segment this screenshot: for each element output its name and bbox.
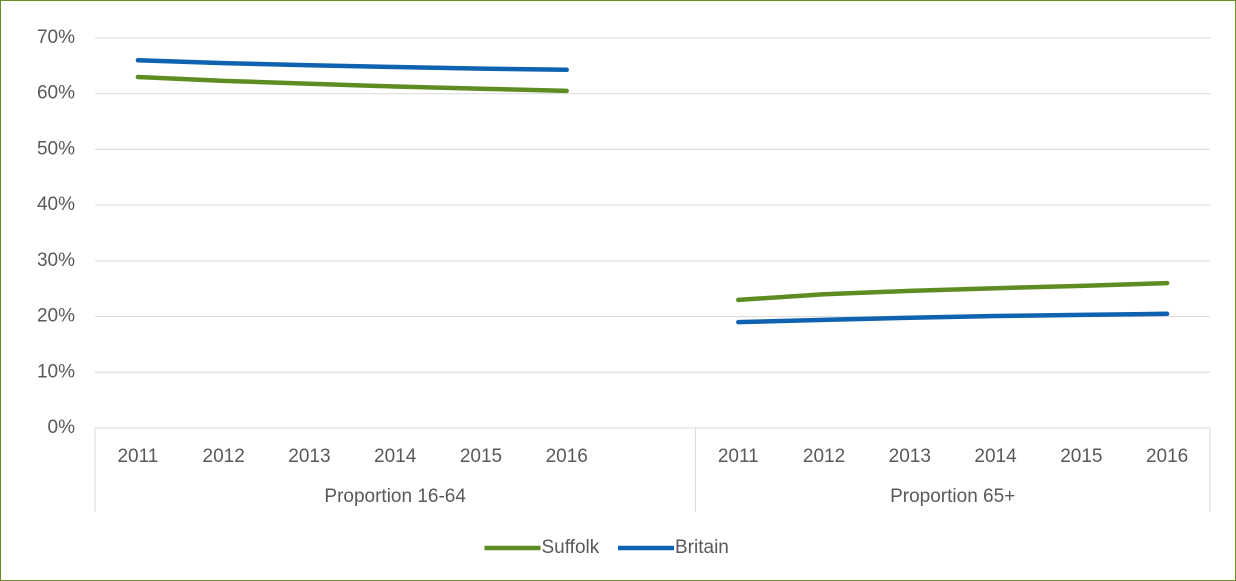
x-tick-label: 2013 bbox=[288, 446, 330, 467]
y-tick-label: 30% bbox=[37, 250, 75, 271]
group-label: Proportion 65+ bbox=[890, 486, 1015, 507]
x-tick-label: 2015 bbox=[460, 446, 502, 467]
y-tick-label: 20% bbox=[37, 306, 75, 327]
x-tick-label: 2014 bbox=[974, 446, 1017, 467]
y-tick-label: 10% bbox=[37, 361, 75, 382]
x-tick-label: 2011 bbox=[117, 446, 158, 467]
x-tick-label: 2012 bbox=[803, 446, 845, 467]
y-tick-label: 60% bbox=[37, 83, 75, 104]
y-tick-label: 0% bbox=[48, 417, 76, 438]
series-line bbox=[135, 58, 1170, 325]
x-tick-label: 2015 bbox=[1060, 446, 1102, 467]
x-tick-label: 2012 bbox=[203, 446, 245, 467]
y-tick-label: 50% bbox=[37, 138, 75, 159]
x-tick-label: 2011 bbox=[718, 446, 759, 467]
y-tick-label: 70% bbox=[37, 27, 75, 48]
group-label: Proportion 16-64 bbox=[324, 486, 466, 507]
x-tick-label: 2013 bbox=[889, 446, 931, 467]
x-tick-label: 2016 bbox=[546, 446, 588, 467]
x-tick-label: 2014 bbox=[374, 446, 417, 467]
legend-label: Britain bbox=[675, 537, 729, 558]
y-tick-label: 40% bbox=[37, 194, 75, 215]
series-line bbox=[135, 74, 1170, 303]
x-tick-label: 2016 bbox=[1146, 446, 1188, 467]
legend-label: Suffolk bbox=[542, 537, 600, 558]
